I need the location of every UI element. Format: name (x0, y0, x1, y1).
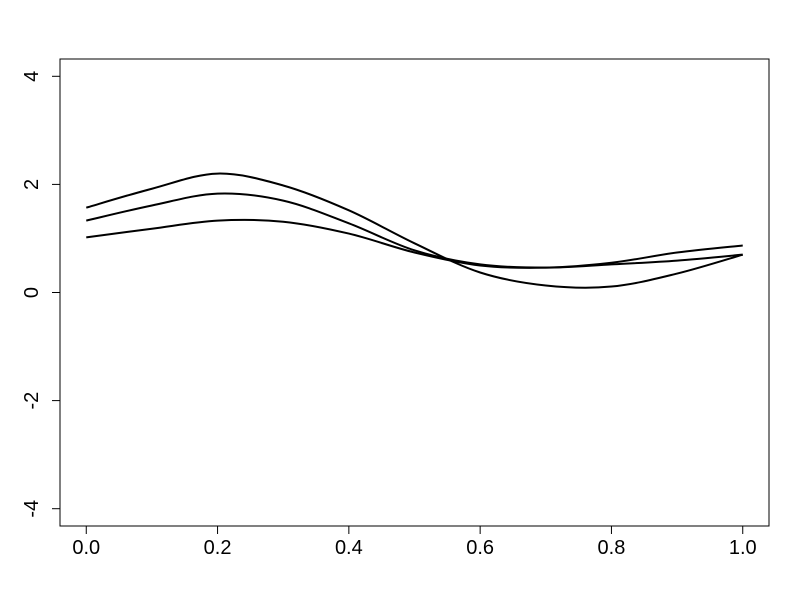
y-tick-label: -2 (21, 392, 43, 410)
x-tick-label: 1.0 (729, 537, 757, 559)
x-tick-label: 0.4 (335, 537, 363, 559)
y-tick-label: 4 (21, 71, 43, 82)
line (86, 192, 743, 269)
plot-box (59, 58, 770, 527)
y-tick-label: 0 (21, 287, 43, 298)
y-tick-label: 2 (21, 179, 43, 190)
x-tick-label: 0.0 (72, 537, 100, 559)
x-tick-label: 0.8 (598, 537, 626, 559)
y-tick-label: -4 (21, 500, 43, 518)
x-tick-label: 0.2 (204, 537, 232, 559)
x-tick-label: 0.6 (466, 537, 494, 559)
line (85, 172, 744, 289)
line (86, 218, 743, 269)
